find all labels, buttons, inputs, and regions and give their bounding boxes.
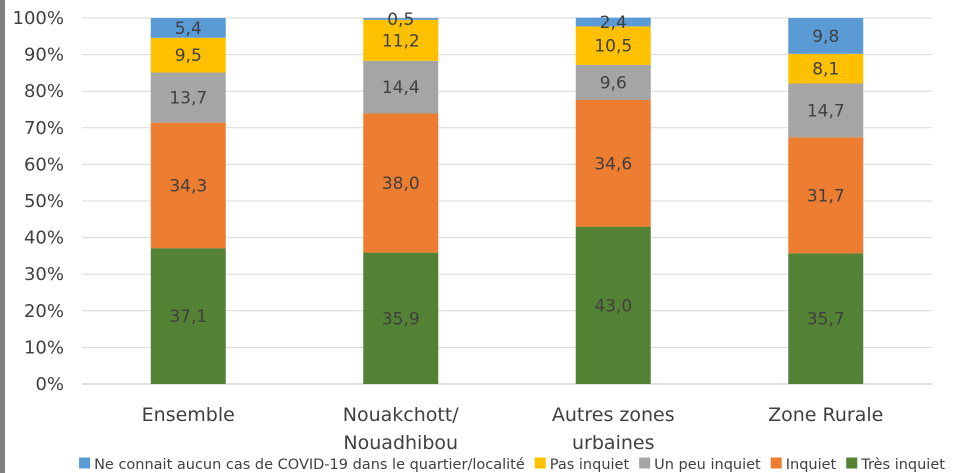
legend-swatch — [79, 457, 91, 469]
y-tick-label: 30% — [24, 264, 64, 285]
data-label: 37,1 — [169, 307, 207, 327]
bar-segment — [788, 53, 864, 84]
bar-segment — [150, 72, 226, 123]
y-tick-label: 10% — [24, 337, 64, 358]
bar-segment — [575, 17, 651, 27]
bar-segment — [150, 37, 226, 73]
bar-segment — [575, 64, 651, 100]
data-label: 35,9 — [382, 309, 420, 329]
data-label: 13,7 — [169, 89, 207, 109]
category-label: Nouadhibou — [343, 432, 458, 454]
y-tick-label: 50% — [24, 191, 64, 212]
legend-swatch — [846, 457, 858, 469]
category-label: Ensemble — [142, 404, 235, 426]
bar-segment — [575, 99, 651, 227]
data-label: 9,5 — [175, 46, 202, 66]
y-tick-label: 20% — [24, 301, 64, 322]
data-label: 14,4 — [382, 78, 420, 98]
bar-segment — [788, 18, 864, 54]
data-label: 35,7 — [807, 310, 845, 330]
data-label: 31,7 — [807, 186, 845, 206]
data-label: 11,2 — [382, 31, 420, 51]
bar-segment — [575, 26, 651, 65]
data-label: 0,5 — [387, 10, 414, 30]
category-label: Nouakchott/ — [343, 404, 460, 426]
legend-label: Très inquiet — [860, 457, 945, 473]
bar-segment — [363, 19, 439, 61]
y-tick-label: 80% — [24, 81, 64, 102]
y-tick-label: 100% — [13, 8, 64, 29]
data-label: 14,7 — [807, 101, 845, 121]
category-label: urbaines — [572, 432, 654, 454]
bar-segment — [363, 18, 439, 20]
bar-segment — [150, 248, 226, 384]
legend-swatch — [770, 457, 782, 469]
legend-label: Un peu inquiet — [654, 457, 761, 473]
bar-segment — [150, 122, 226, 249]
data-label: 38,0 — [382, 174, 420, 194]
bar-segment — [150, 18, 226, 38]
data-label: 34,3 — [169, 176, 207, 196]
bar-segment — [363, 252, 439, 384]
data-label: 8,1 — [812, 60, 839, 80]
bar-segment — [788, 137, 864, 254]
bar-segment — [363, 113, 439, 253]
legend-label: Pas inquiet — [550, 457, 630, 473]
category-label: Autres zones — [552, 404, 675, 426]
data-label: 5,4 — [175, 19, 202, 39]
legend-swatch — [639, 457, 651, 469]
y-tick-label: 0% — [35, 374, 64, 395]
bar-segment — [788, 83, 864, 138]
legend-label: Inquiet — [786, 457, 837, 473]
data-label: 2,4 — [600, 13, 627, 33]
category-label: Zone Rurale — [768, 404, 883, 426]
y-tick-label: 40% — [24, 228, 64, 249]
legend-swatch — [534, 457, 546, 469]
data-label: 9,8 — [812, 27, 839, 47]
bar-segment — [788, 253, 864, 384]
y-tick-label: 70% — [24, 118, 64, 139]
data-label: 43,0 — [594, 296, 632, 316]
y-tick-label: 90% — [24, 45, 64, 66]
data-label: 34,6 — [594, 154, 632, 174]
data-label: 10,5 — [594, 37, 632, 57]
y-tick-label: 60% — [24, 154, 64, 175]
bar-segment — [363, 60, 439, 114]
left-edge-strip — [0, 0, 5, 473]
bar-segment — [575, 226, 651, 384]
data-label: 9,6 — [600, 73, 627, 93]
legend-label: Ne connait aucun cas de COVID-19 dans le… — [94, 457, 525, 473]
